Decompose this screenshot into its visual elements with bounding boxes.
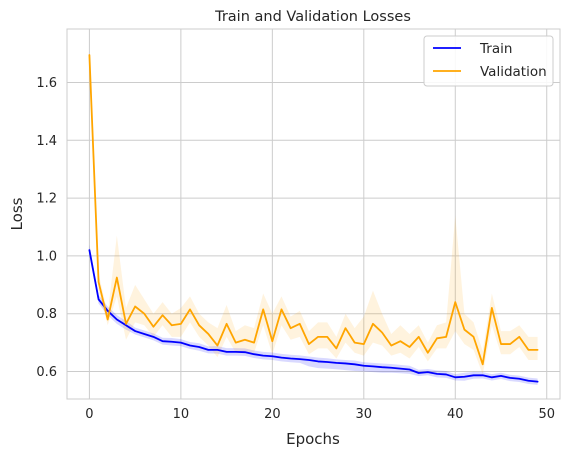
confidence-bands bbox=[89, 53, 538, 385]
y-axis-label: Loss bbox=[8, 197, 26, 230]
legend-validation-label: Validation bbox=[480, 64, 547, 80]
legend: Train Validation bbox=[423, 35, 554, 87]
y-tick-labels: 0.6 0.8 1.0 1.2 1.4 1.6 bbox=[36, 76, 57, 380]
y-tick-label: 1.4 bbox=[36, 134, 57, 149]
y-tick-label: 0.6 bbox=[36, 365, 57, 380]
series-lines bbox=[88, 54, 539, 383]
validation-confidence-band bbox=[89, 53, 538, 375]
grid bbox=[67, 29, 560, 399]
plot-area-frame bbox=[66, 28, 561, 400]
y-tick-label: 0.8 bbox=[36, 307, 57, 322]
train-series-line bbox=[88, 249, 539, 383]
x-tick-label: 30 bbox=[356, 407, 373, 422]
train-confidence-band bbox=[89, 244, 538, 385]
x-tick-labels: 0 10 20 30 40 50 bbox=[85, 407, 555, 422]
x-tick-label: 40 bbox=[447, 407, 464, 422]
chart-title: Train and Validation Losses bbox=[214, 9, 411, 25]
y-tick-label: 1.6 bbox=[36, 76, 57, 91]
x-tick-label: 0 bbox=[85, 407, 93, 422]
x-tick-label: 10 bbox=[173, 407, 190, 422]
x-axis-label: Epochs bbox=[286, 430, 340, 448]
y-tick-label: 1.0 bbox=[36, 249, 57, 264]
x-tick-label: 50 bbox=[538, 407, 555, 422]
x-tick-label: 20 bbox=[264, 407, 281, 422]
legend-train-label: Train bbox=[479, 41, 512, 57]
validation-series-line bbox=[88, 54, 539, 366]
y-tick-label: 1.2 bbox=[36, 192, 57, 207]
